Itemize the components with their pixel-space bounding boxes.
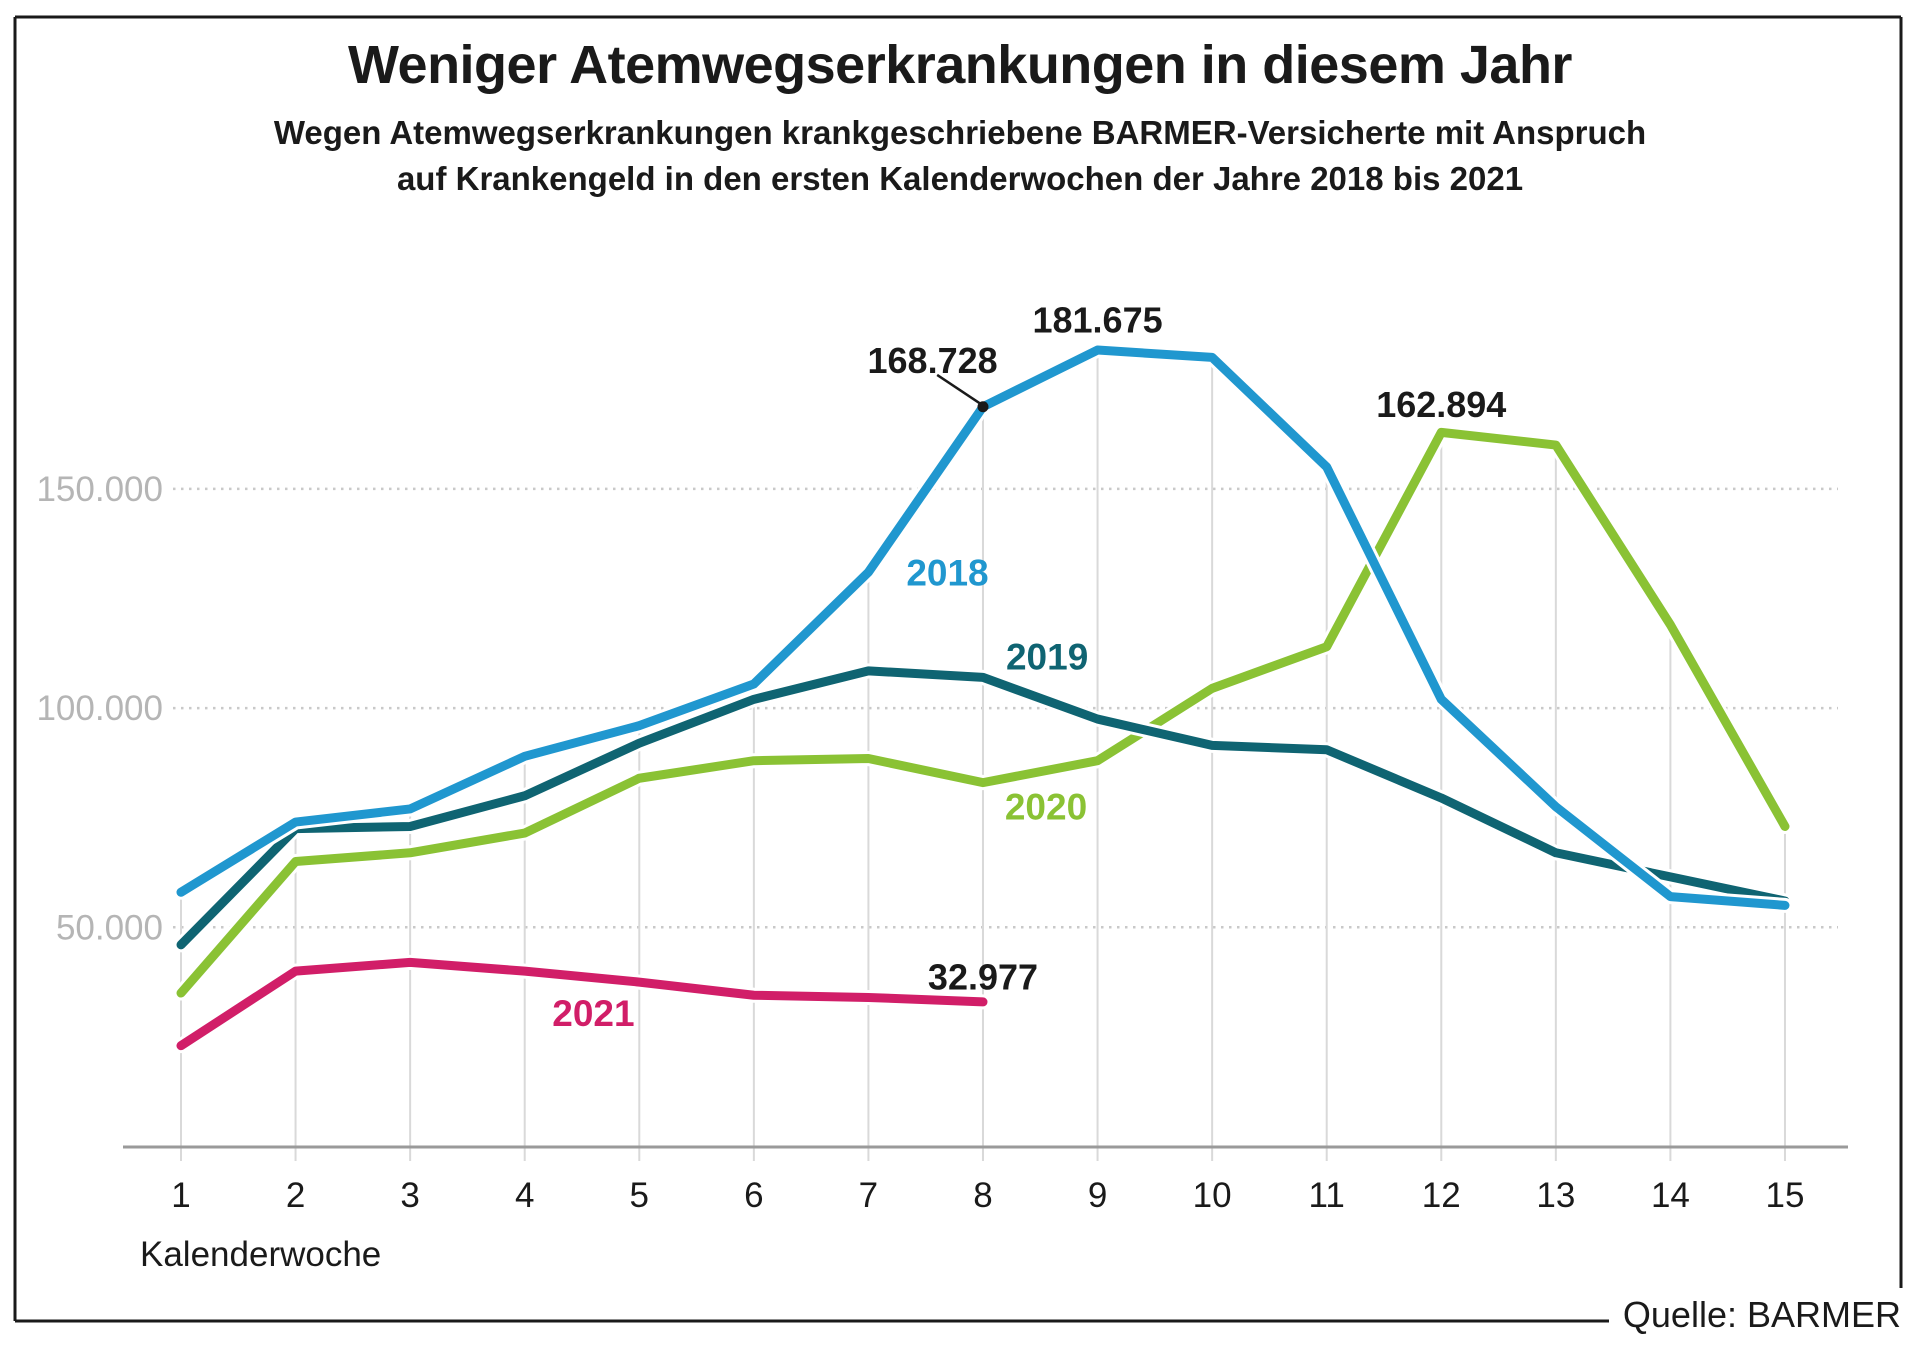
annotation-32.977: 32.977	[928, 956, 1038, 997]
x-tick-label-14: 14	[1651, 1176, 1690, 1215]
annotation-181.675: 181.675	[1032, 300, 1162, 341]
x-tick-label-6: 6	[744, 1176, 763, 1215]
x-tick-label-12: 12	[1422, 1176, 1461, 1215]
series-line-2019	[176, 666, 1790, 950]
chart-title: Weniger Atemwegserkrankungen in diesem J…	[348, 35, 1572, 95]
chart-subtitle: Wegen Atemwegserkrankungen krankgeschrie…	[0, 110, 1920, 202]
x-axis-title: Kalenderwoche	[140, 1235, 381, 1274]
chart-subtitle-line1: Wegen Atemwegserkrankungen krankgeschrie…	[273, 114, 1647, 151]
x-tick-label-15: 15	[1766, 1176, 1805, 1215]
x-tick-label-2: 2	[286, 1176, 305, 1215]
x-tick-label-9: 9	[1088, 1176, 1107, 1215]
x-tick-label-5: 5	[630, 1176, 649, 1215]
x-tick-label-11: 11	[1309, 1176, 1345, 1215]
x-tick-label-8: 8	[973, 1176, 992, 1215]
series-line-2021	[176, 957, 988, 1051]
series-label-2018: 2018	[906, 553, 988, 594]
y-tick-label-100.000: 100.000	[36, 689, 163, 728]
y-tick-label-50.000: 50.000	[56, 908, 163, 947]
x-tick-label-13: 13	[1536, 1176, 1575, 1215]
annotation-connector-168.728	[936, 373, 983, 406]
series-label-2019: 2019	[1006, 636, 1088, 677]
annotation-dot-168.728	[977, 401, 989, 413]
annotation-168.728: 168.728	[868, 340, 998, 381]
chart-subtitle-line2: auf Krankengeld in den ersten Kalenderwo…	[396, 160, 1524, 197]
chart-header: Weniger Atemwegserkrankungen in diesem J…	[0, 34, 1920, 202]
x-tick-label-10: 10	[1193, 1176, 1232, 1215]
x-tick-label-3: 3	[400, 1176, 419, 1215]
series-label-2021: 2021	[552, 993, 634, 1034]
y-tick-label-150.000: 150.000	[36, 470, 163, 509]
annotation-162.894: 162.894	[1376, 384, 1506, 425]
x-tick-label-7: 7	[859, 1176, 878, 1215]
source-label: Quelle: BARMER	[1608, 1294, 1901, 1342]
series-line-2020	[176, 427, 1790, 998]
x-tick-label-1: 1	[171, 1176, 190, 1215]
x-tick-label-4: 4	[515, 1176, 534, 1215]
series-label-2020: 2020	[1005, 787, 1087, 828]
